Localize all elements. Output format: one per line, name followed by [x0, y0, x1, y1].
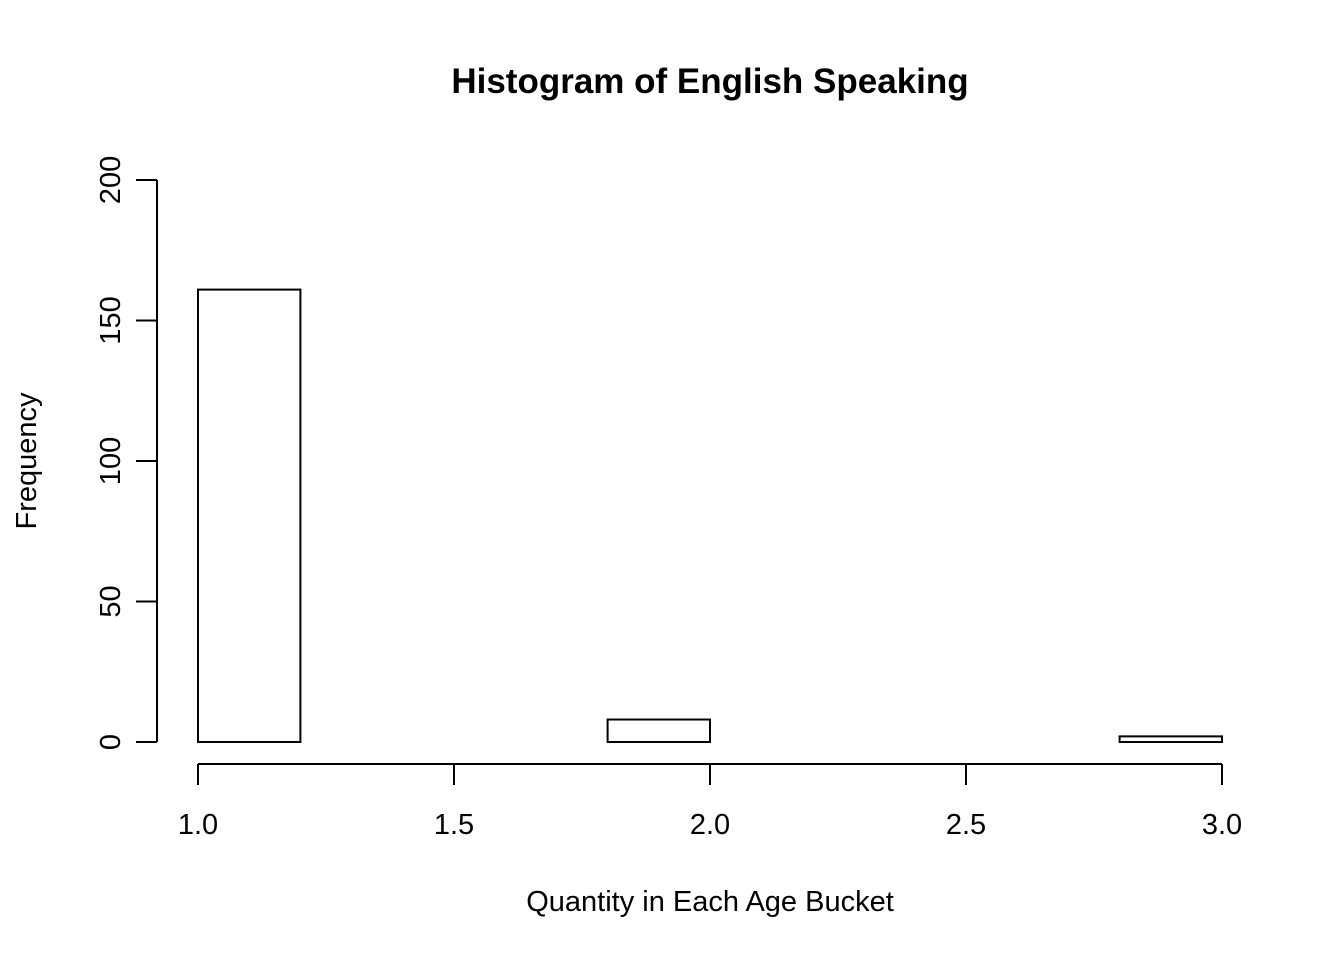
y-tick-label: 50 [95, 585, 127, 617]
x-axis: 1.0 1.5 2.0 2.5 3.0 [178, 763, 1242, 841]
histogram-bars [197, 288, 1223, 744]
chart-title: Histogram of English Speaking [451, 62, 968, 101]
y-axis-label: Frequency [11, 392, 43, 530]
y-tick-label: 100 [95, 437, 127, 485]
histogram-bar-5 [606, 718, 711, 744]
histogram-bar-1 [197, 288, 302, 743]
x-tick-label: 3.0 [1202, 809, 1242, 841]
x-tick-label: 2.0 [690, 809, 730, 841]
x-tick-label: 1.5 [434, 809, 474, 841]
y-tick-label: 150 [95, 296, 127, 344]
histogram-bar-10 [1118, 735, 1223, 744]
y-tick-label: 0 [95, 734, 127, 750]
x-tick-label: 2.5 [946, 809, 986, 841]
y-tick-label: 200 [95, 156, 127, 204]
x-axis-label: Quantity in Each Age Bucket [526, 886, 894, 918]
x-tick-label: 1.0 [178, 809, 218, 841]
y-axis: 0 50 100 150 200 [95, 156, 158, 750]
